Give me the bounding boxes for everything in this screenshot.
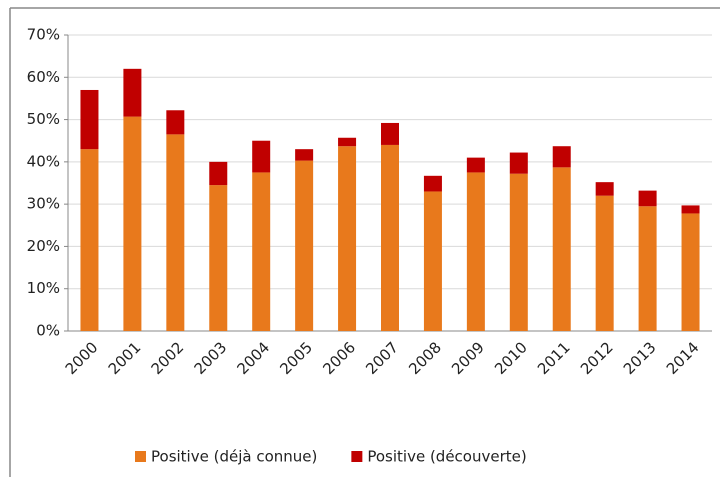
bar-segment (638, 190, 657, 207)
bar-segment (466, 172, 485, 331)
legend-label: Positive (déjà connue) (151, 448, 317, 466)
bar-segment (123, 68, 142, 117)
bar-segment (381, 144, 399, 331)
y-tick-label: 10% (27, 279, 60, 297)
bar-segment (252, 140, 271, 173)
y-tick-label: 30% (27, 195, 60, 213)
bar-segment (423, 175, 442, 192)
y-tick-label: 20% (27, 237, 60, 255)
bar-segment (166, 134, 185, 331)
bar-segment (166, 110, 185, 135)
legend-swatch (135, 451, 146, 462)
bar-segment (252, 172, 271, 331)
y-tick-label: 50% (27, 110, 60, 128)
bar-segment (423, 191, 442, 331)
bar-segment (123, 116, 142, 332)
bar-segment (338, 146, 357, 331)
legend-label: Positive (découverte) (367, 448, 526, 466)
bar-segment (552, 146, 571, 168)
y-tick-label: 0% (36, 322, 60, 340)
bar-segment (209, 161, 228, 186)
bar-segment (80, 149, 99, 331)
y-tick-label: 40% (27, 152, 60, 170)
bar-segment (295, 160, 314, 331)
bar-segment (466, 157, 485, 173)
bar-segment (209, 185, 228, 331)
bar-segment (509, 152, 528, 174)
bar-segment (509, 173, 528, 331)
bar-segment (681, 213, 700, 331)
bar-segment (338, 137, 357, 147)
bar-segment (381, 122, 399, 145)
bar-segment (552, 167, 571, 331)
bar-segment (295, 149, 314, 161)
y-tick-label: 60% (27, 68, 60, 86)
bar-segment (80, 89, 99, 150)
y-tick-label: 70% (27, 26, 60, 44)
legend-swatch (351, 451, 363, 462)
bar-segment (595, 182, 614, 196)
bar-segment (638, 206, 657, 331)
bar-segment (681, 205, 700, 214)
bar-segment (595, 195, 614, 331)
